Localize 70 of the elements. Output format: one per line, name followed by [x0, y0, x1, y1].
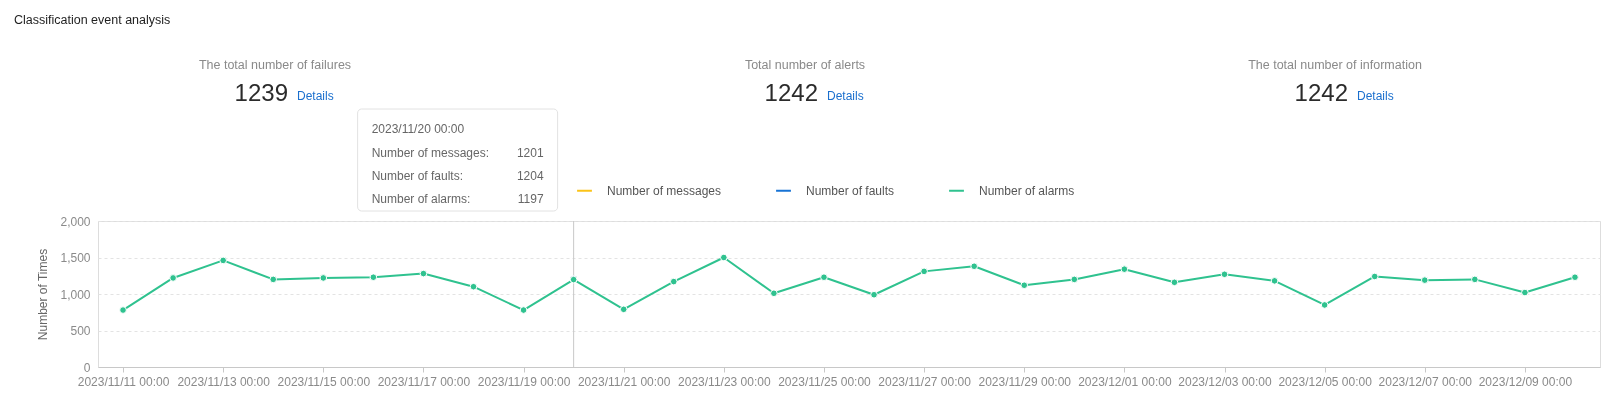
legend-label: Number of faults: [806, 183, 895, 198]
x-tick-label: 2023/12/03 00:00: [1178, 374, 1273, 389]
y-tick-label: 2,000: [60, 214, 91, 229]
x-tick-label: 2023/11/27 00:00: [878, 374, 972, 389]
x-tick-label: 2023/11/23 00:00: [678, 374, 771, 389]
text: 2023/11/20 00:00: [371, 122, 465, 136]
point: [820, 273, 828, 282]
y-tick-label: 1,500: [60, 251, 91, 265]
point: [920, 267, 928, 276]
point: [519, 306, 528, 314]
point: [1320, 301, 1329, 309]
point: [1070, 275, 1079, 284]
point: [970, 262, 978, 271]
point: [469, 282, 478, 291]
point: [770, 289, 778, 298]
point: [1471, 275, 1479, 284]
text: Details: [1357, 89, 1394, 103]
x-tick-label: 2023/11/15 00:00: [277, 374, 371, 389]
text: Number of faults:: [371, 169, 464, 183]
text: 1242: [764, 79, 818, 106]
text: The total number of failures: [198, 58, 352, 72]
x-tick-label: 2023/11/13 00:00: [177, 374, 271, 389]
point: [1420, 276, 1429, 284]
point: [619, 305, 628, 314]
point: [319, 274, 328, 282]
text: 1201: [516, 146, 544, 160]
text: 1242: [1294, 79, 1348, 106]
x-tick-label: 2023/12/09 00:00: [1478, 374, 1573, 389]
y-tick-label: 0: [83, 360, 91, 375]
point: [1571, 273, 1579, 282]
point: [1521, 288, 1529, 297]
y-axis-title: Number of Times: [36, 248, 51, 341]
text: The total number of information: [1248, 58, 1422, 72]
legend-label: Number of messages: [607, 183, 722, 198]
point: [1120, 265, 1129, 273]
point: [1270, 277, 1279, 285]
point: [1370, 272, 1379, 281]
x-tick-label: 2023/11/25 00:00: [778, 374, 872, 389]
x-tick-label: 2023/11/11 00:00: [77, 374, 170, 389]
x-tick-label: 2023/11/29 00:00: [978, 374, 1072, 389]
x-tick-label: 2023/12/01 00:00: [1078, 374, 1172, 389]
text: Number of alarms:: [371, 192, 471, 206]
y-tick-label: 1,000: [60, 287, 91, 302]
point: [669, 277, 678, 286]
text: 1239: [234, 79, 288, 106]
x-tick-label: 2023/11/19 00:00: [477, 374, 571, 389]
x-tick-label: 2023/11/17 00:00: [377, 374, 471, 389]
point: [720, 253, 728, 262]
point: [1020, 281, 1029, 290]
y-tick-label: 500: [70, 324, 91, 338]
point: [219, 256, 227, 265]
text: Details: [827, 89, 864, 103]
x-tick-label: 2023/12/05 00:00: [1278, 374, 1373, 389]
point: [419, 269, 428, 278]
x-tick-label: 2023/11/21 00:00: [577, 374, 671, 389]
point: [1220, 270, 1229, 279]
text: Number of messages:: [371, 146, 490, 160]
point: [1170, 278, 1179, 287]
point: [119, 306, 127, 314]
point: [870, 290, 878, 299]
point: [369, 273, 378, 282]
text: Classification event analysis: [14, 13, 171, 27]
text: 1204: [516, 169, 544, 183]
legend-label: Number of alarms: [979, 183, 1075, 198]
point: [269, 275, 278, 284]
point: [169, 274, 177, 282]
text: Total number of alerts: [744, 58, 866, 72]
text: Details: [297, 89, 334, 103]
x-tick-label: 2023/12/07 00:00: [1378, 374, 1473, 389]
text: 1197: [517, 192, 544, 206]
